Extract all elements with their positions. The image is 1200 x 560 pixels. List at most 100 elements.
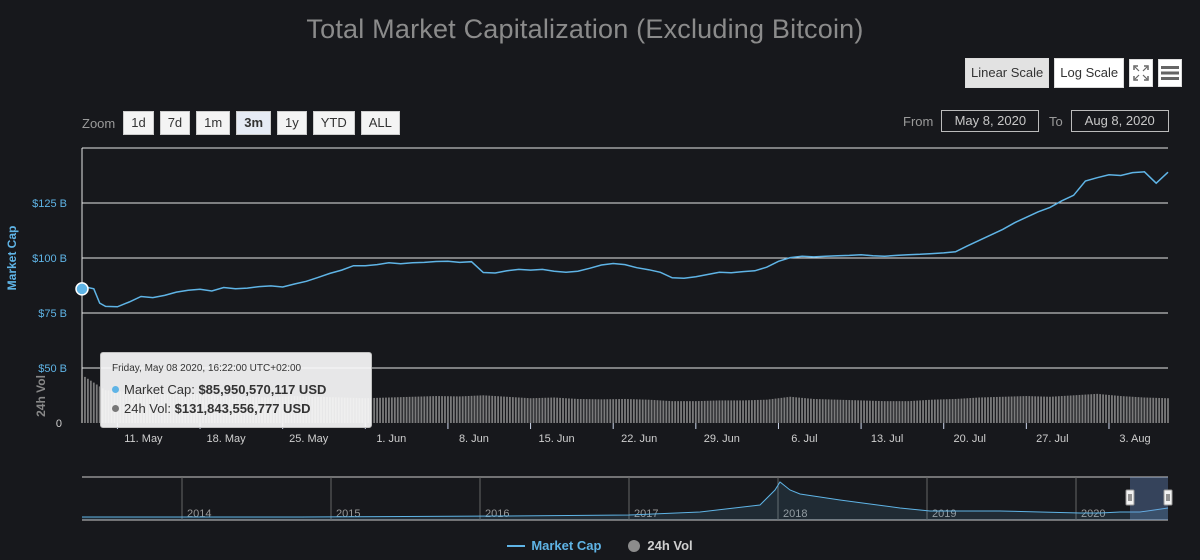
volume-bar [836,399,839,423]
volume-bar [464,396,467,423]
volume-bar [1069,395,1072,423]
volume-bar [482,395,485,423]
zoom-3m-button[interactable]: 3m [236,111,272,135]
volume-bar [1108,394,1110,423]
volume-bar [435,396,438,423]
volume-bar [697,401,700,423]
legend-item-volume[interactable]: 24h Vol [627,538,693,553]
volume-bar [627,399,629,423]
volume-bar [919,400,922,423]
volume-bar [1034,396,1037,423]
volume-bar [945,399,948,423]
volume-bar [81,374,83,423]
volume-bar [774,398,777,423]
volume-bar [727,400,730,423]
volume-bar [877,400,880,423]
volume-bar [579,399,582,423]
volume-bar [1113,395,1116,423]
zoom-1y-button[interactable]: 1y [277,111,307,135]
volume-bar [892,401,895,423]
to-date-input[interactable]: Aug 8, 2020 [1070,110,1169,132]
volume-bar [1081,394,1084,423]
x-tick-label: 3. Aug [1119,433,1150,445]
volume-bar [1052,396,1054,423]
zoom-1d-button[interactable]: 1d [123,111,154,135]
volume-bar [500,396,502,423]
navigator-handle[interactable] [1163,489,1173,506]
volume-bar [801,397,803,423]
volume-bar [1084,394,1087,423]
volume-bar [1155,397,1158,423]
tooltip-cap-value: $85,950,570,117 USD [198,382,327,397]
x-tick-label: 27. Jul [1036,433,1068,445]
chart-legend: Market Cap 24h Vol [0,538,1200,553]
volume-bar [818,399,821,423]
volume-bar [874,400,877,423]
volume-bar [470,395,473,423]
volume-bar [990,397,992,423]
volume-bar [821,399,824,423]
volume-bar [1040,396,1043,423]
volume-bar [842,399,845,423]
y-tick-label: $100 B [32,253,67,265]
volume-bar [532,398,535,423]
navigator-tick-label: 2020 [1081,508,1105,520]
volume-zero-tick: 0 [56,418,62,430]
volume-bar [981,397,983,423]
volume-bar [1164,398,1166,423]
zoom-ytd-button[interactable]: YTD [312,111,355,135]
volume-bar [432,396,435,423]
volume-bar [547,397,550,423]
volume-bar [750,400,753,423]
volume-bar [95,384,98,423]
volume-bar [804,398,806,423]
linear-scale-button[interactable]: Linear Scale [965,58,1050,88]
volume-bar [984,397,986,423]
zoom-7d-button[interactable]: 7d [159,111,191,135]
zoom-1m-button[interactable]: 1m [196,111,231,135]
x-tick-label: 15. Jun [539,433,575,445]
volume-bar [656,400,659,423]
volume-bar [449,396,452,423]
volume-bar [452,396,455,423]
volume-bar [886,401,889,423]
volume-bar [1093,394,1096,423]
zoom-all-button[interactable]: ALL [360,111,400,135]
legend-item-market-cap[interactable]: Market Cap [507,538,601,553]
volume-bar [972,397,975,423]
volume-bar [998,396,1001,423]
volume-bar [84,376,86,423]
volume-bar [1004,396,1007,423]
volume-bar [792,397,795,423]
tooltip-cap-label: Market Cap: [124,382,195,397]
volume-bar [1167,398,1169,423]
volume-bar [756,399,759,423]
navigator-line [82,481,1169,518]
volume-bar [659,400,662,423]
log-scale-button[interactable]: Log Scale [1054,58,1125,88]
volume-bar [399,397,402,423]
volume-bar [1099,394,1102,423]
volume-bar [1016,396,1019,423]
volume-bar [576,398,579,423]
volume-bar [795,397,798,423]
from-date-input[interactable]: May 8, 2020 [941,110,1040,132]
volume-bar [686,401,688,423]
volume-bar [895,401,898,423]
volume-bar [933,399,936,423]
volume-bar [600,399,603,423]
volume-bar [1087,394,1090,423]
navigator-handle[interactable] [1125,489,1135,506]
volume-bar [550,397,553,423]
volume-bar [954,398,957,423]
hamburger-menu-icon[interactable] [1158,59,1183,87]
fullscreen-icon[interactable] [1129,59,1154,87]
market-cap-line [81,171,1169,308]
volume-bar [591,399,594,423]
volume-bar [417,396,420,423]
navigator-handle-grip [1125,489,1135,506]
volume-bar [1131,396,1134,423]
x-tick-label: 1. Jun [376,433,406,445]
volume-bar [975,397,978,423]
